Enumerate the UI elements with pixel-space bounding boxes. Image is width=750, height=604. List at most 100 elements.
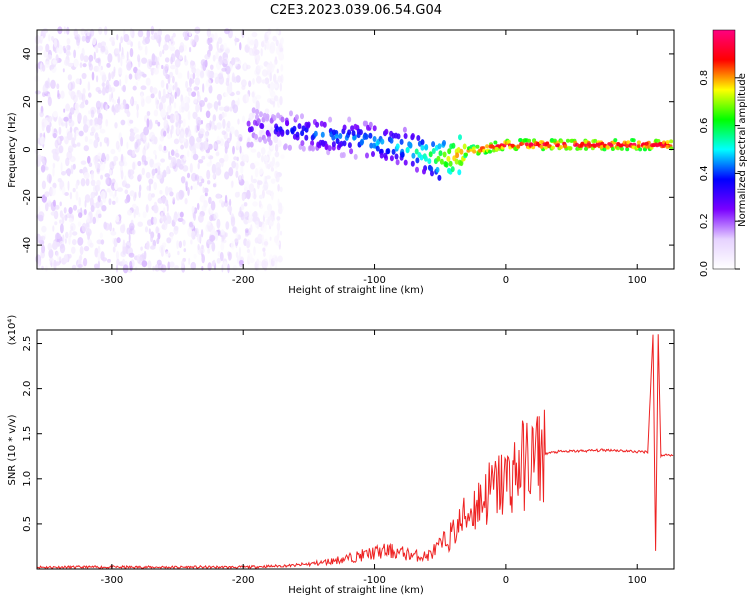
spectrogram-noise-cell: [53, 38, 58, 48]
spectrogram-noise-cell: [276, 216, 281, 221]
spectrogram-noise-cell: [171, 124, 174, 134]
spectrogram-noise-cell: [192, 153, 199, 161]
spectrogram-noise-cell: [238, 246, 241, 257]
spectrogram-signal-cell: [352, 134, 357, 141]
spectrogram-signal-cell: [602, 147, 607, 152]
spectrogram-noise-cell: [124, 74, 128, 84]
spectrogram-noise-cell: [69, 222, 76, 232]
spectrogram-noise-cell: [76, 36, 80, 46]
spectrogram-noise-cell: [112, 227, 115, 232]
spectrogram-noise-cell: [169, 261, 175, 268]
spectrogram-noise-cell: [189, 135, 195, 146]
spectrogram-noise-cell: [271, 127, 275, 133]
spectrogram-noise-cell: [134, 191, 137, 199]
spectrogram-noise-cell: [160, 212, 164, 222]
spectrogram-noise-cell: [253, 188, 256, 196]
spectrogram-noise-cell: [206, 162, 212, 167]
spectrogram-noise-cell: [245, 93, 250, 103]
spectrogram-noise-cell: [207, 180, 211, 185]
spectrogram-noise-cell: [133, 208, 136, 219]
spectrogram-noise-cell: [65, 169, 71, 175]
spectrogram-noise-cell: [139, 184, 142, 192]
spectrogram-noise-cell: [54, 261, 61, 266]
spectrogram-noise-cell: [120, 224, 126, 234]
spectrogram-noise-cell: [117, 104, 121, 113]
spectrogram-noise-cell: [55, 233, 62, 240]
spectrogram-noise-cell: [144, 36, 150, 44]
spectrogram-signal-cell: [311, 145, 315, 152]
spectrogram-noise-cell: [267, 209, 271, 216]
spectrogram-noise-cell: [204, 97, 208, 103]
spectrogram-signal-cell: [524, 142, 529, 147]
spectrogram-noise-cell: [62, 234, 65, 243]
spectrogram-noise-cell: [136, 69, 142, 80]
spectrogram-signal-cell: [297, 123, 302, 130]
spectrogram-signal-cell: [518, 138, 523, 142]
spectrogram-y-axis-label: Frequency (Hz): [7, 112, 18, 188]
spectrogram-noise-cell: [150, 93, 155, 99]
spectrogram-signal-cell: [351, 130, 356, 137]
spectrogram-noise-cell: [152, 168, 156, 176]
spectrogram-noise-cell: [207, 221, 211, 226]
spectrogram-noise-cell: [96, 168, 100, 173]
spectrogram-noise-cell: [141, 167, 145, 176]
spectrogram-signal-cell: [669, 139, 674, 144]
spectrogram-noise-cell: [89, 131, 95, 136]
spectrogram-noise-cell: [137, 54, 141, 63]
spectrogram-noise-cell: [152, 163, 159, 169]
spectrogram-noise-cell: [80, 27, 86, 36]
spectrogram-noise-cell: [97, 152, 102, 160]
spectrogram-noise-cell: [245, 64, 251, 70]
spectrogram-noise-cell: [79, 246, 84, 255]
spectrogram-y-tick-label: 0: [22, 146, 33, 152]
spectrogram-noise-cell: [256, 258, 260, 265]
spectrogram-noise-cell: [220, 57, 225, 65]
spectrogram-noise-cell: [244, 180, 250, 190]
snr-y-tick-label: 2.0: [22, 381, 33, 397]
spectrogram-noise-cell: [166, 83, 169, 90]
spectrogram-noise-cell: [47, 242, 52, 251]
spectrogram-noise-cell: [159, 244, 165, 254]
colorbar-tick-label: 0.6: [699, 118, 710, 134]
spectrogram-noise-cell: [97, 136, 100, 143]
spectrogram-noise-cell: [274, 260, 278, 269]
spectrogram-noise-cell: [240, 165, 244, 174]
spectrogram-signal-cell: [285, 129, 290, 136]
spectrogram-noise-cell: [133, 100, 138, 105]
spectrogram-noise-cell: [200, 59, 207, 66]
spectrogram-noise-cell: [240, 212, 245, 221]
spectrogram-signal-cell: [259, 111, 263, 118]
spectrogram-noise-cell: [67, 180, 70, 191]
spectrogram-noise-cell: [129, 128, 134, 133]
spectrogram-noise-cell: [130, 219, 134, 227]
spectrogram-noise-cell: [199, 100, 205, 107]
spectrogram-noise-cell: [155, 119, 159, 125]
spectrogram-noise-cell: [134, 141, 139, 150]
spectrogram-noise-cell: [137, 40, 141, 49]
spectrogram-noise-cell: [114, 182, 119, 191]
spectrogram-signal-cell: [328, 116, 333, 123]
spectrogram-noise-cell: [159, 50, 163, 58]
spectrogram-noise-cell: [257, 65, 264, 70]
spectrogram-noise-cell: [215, 140, 221, 145]
spectrogram-noise-cell: [162, 67, 168, 77]
spectrogram-noise-cell: [231, 160, 237, 169]
spectrogram-noise-cell: [126, 111, 131, 118]
spectrogram-noise-cell: [73, 49, 76, 59]
spectrogram-noise-cell: [229, 81, 233, 89]
spectrogram-noise-cell: [82, 63, 87, 68]
spectrogram-noise-cell: [91, 71, 95, 81]
spectrogram-noise-cell: [123, 104, 127, 110]
spectrogram-noise-cell: [105, 153, 110, 161]
spectrogram-signal-cell: [626, 140, 631, 145]
spectrogram-noise-cell: [126, 227, 131, 235]
spectrogram-noise-cell: [52, 162, 56, 169]
spectrogram-signal-cell: [569, 138, 574, 143]
spectrogram-signal-cell: [439, 158, 444, 165]
spectrogram-noise-cell: [108, 198, 112, 206]
spectrogram-noise-cell: [191, 205, 195, 213]
spectrogram-noise-cell: [191, 91, 197, 97]
spectrogram-noise-cell: [250, 224, 253, 233]
spectrogram-signal-cell: [337, 142, 342, 149]
